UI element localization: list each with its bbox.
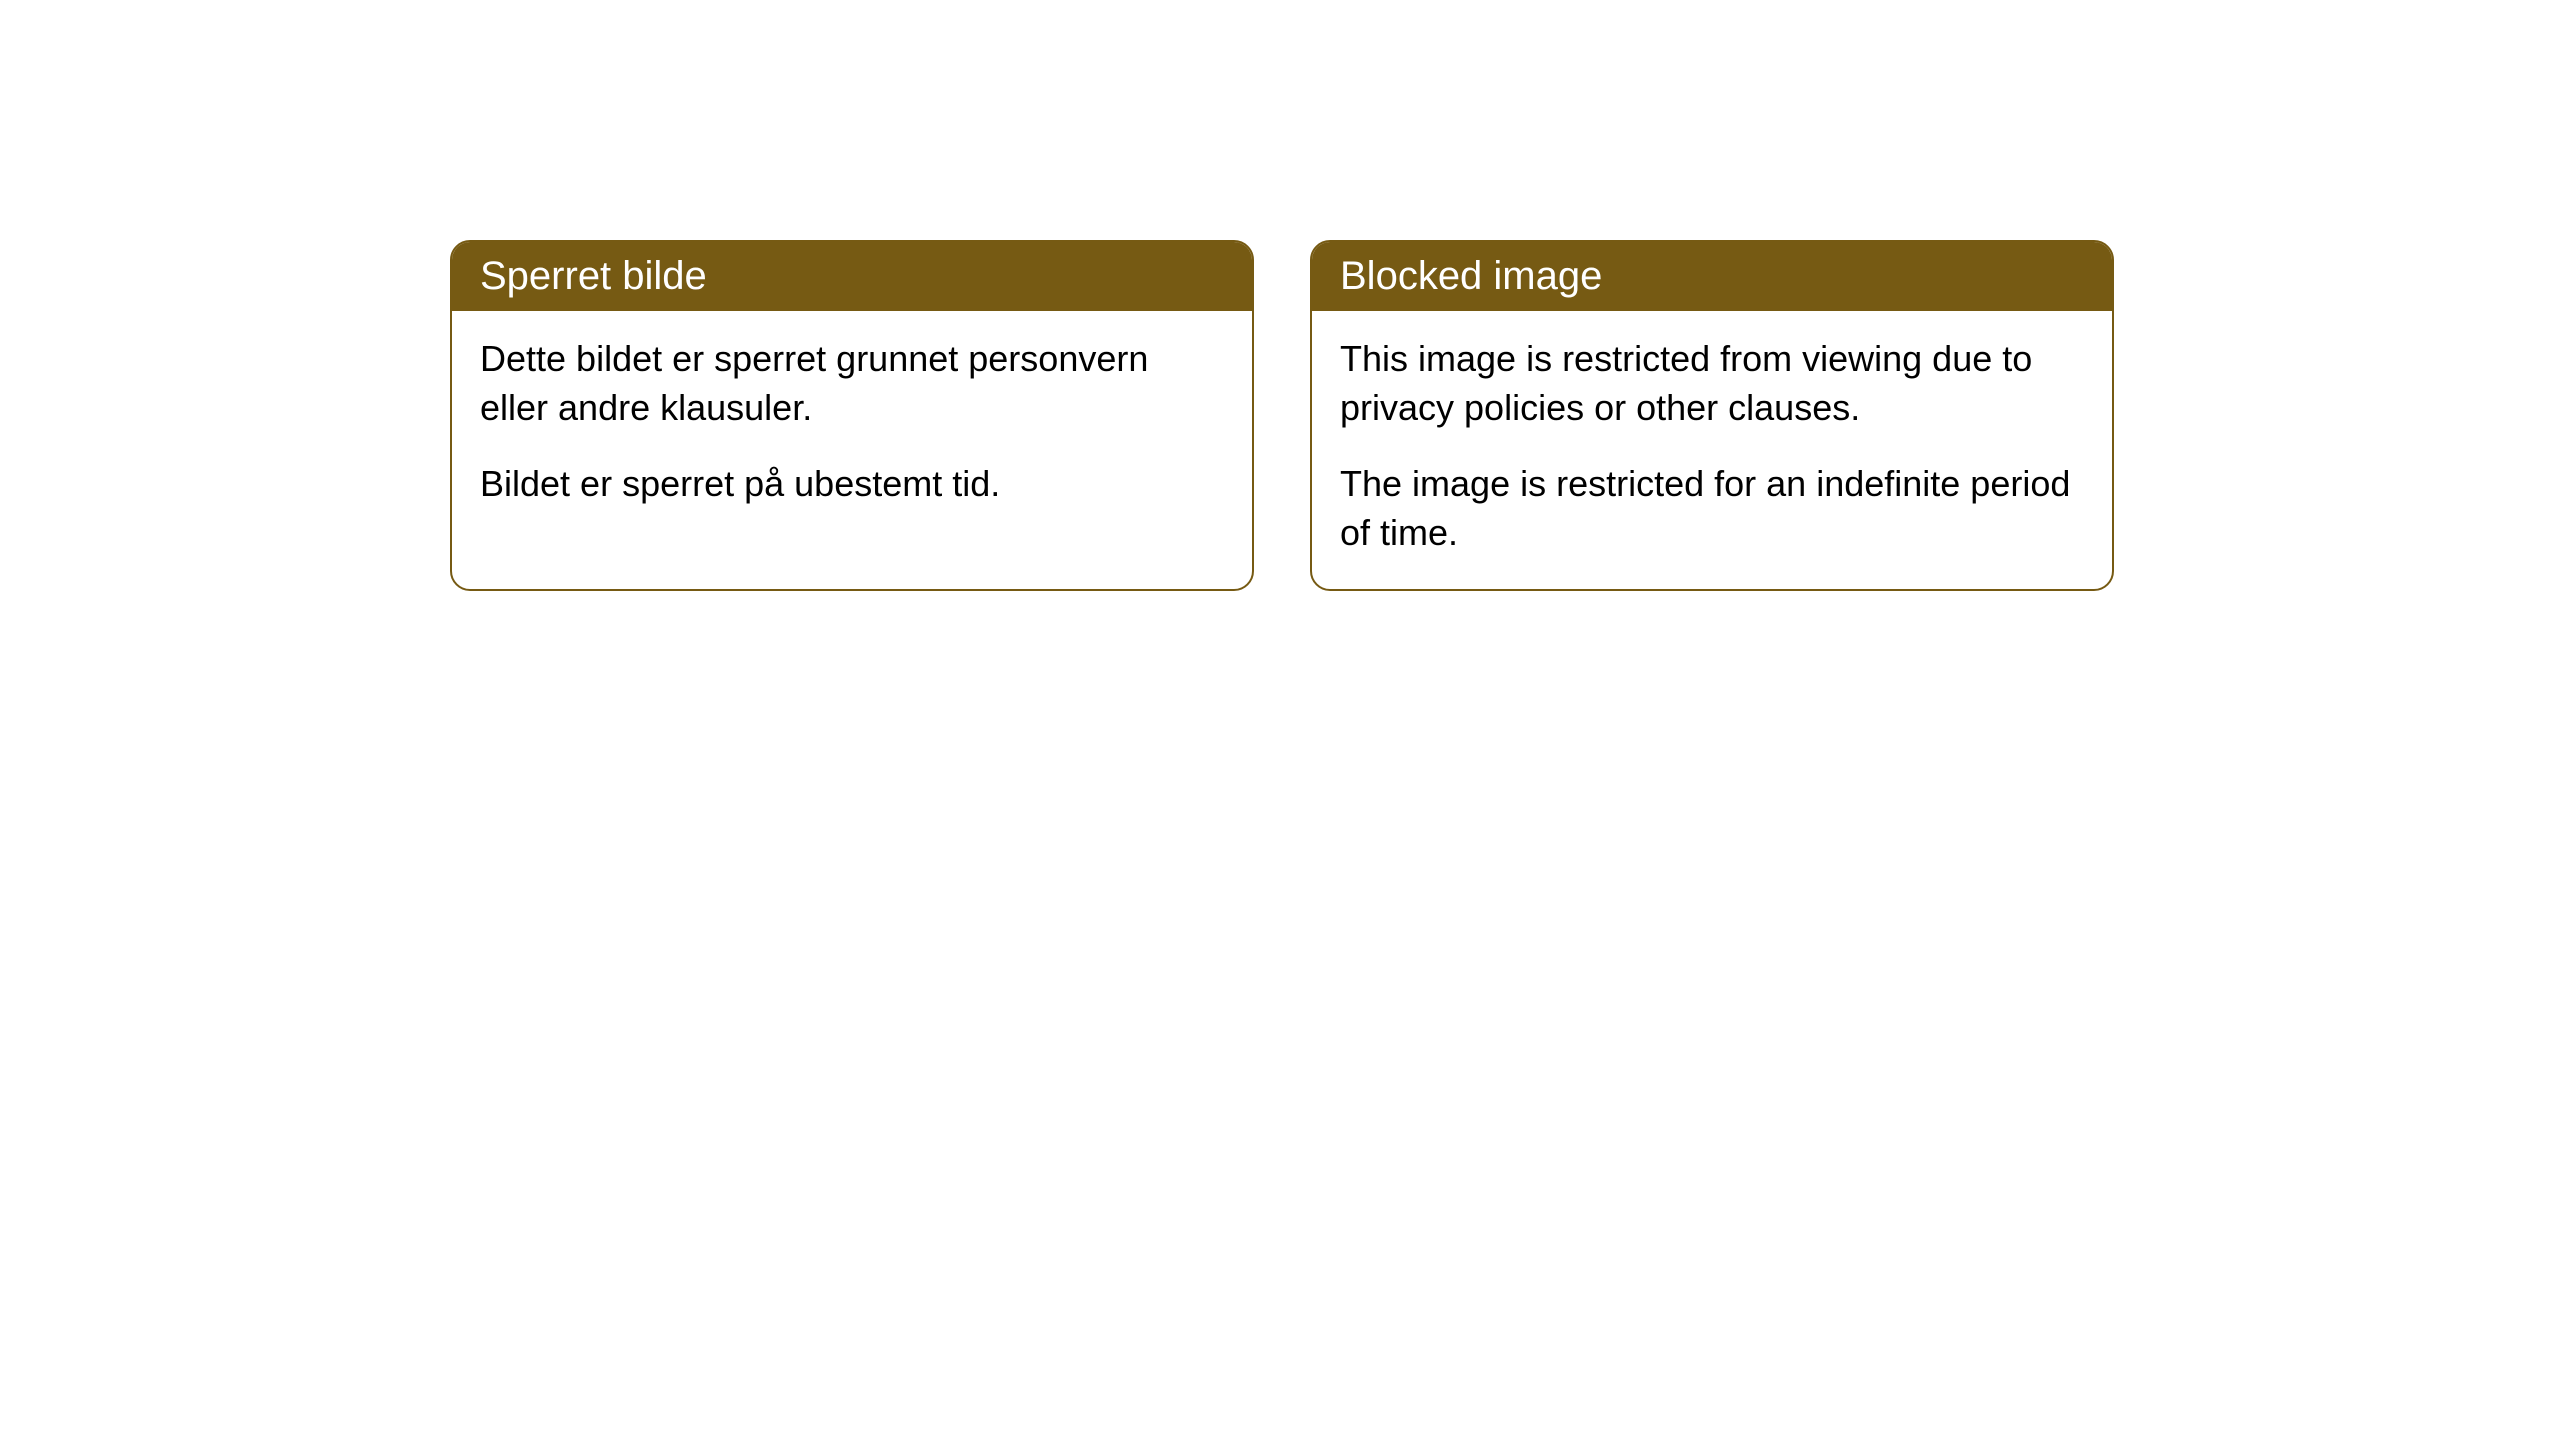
card-header-norwegian: Sperret bilde (452, 242, 1252, 311)
card-body-norwegian: Dette bildet er sperret grunnet personve… (452, 311, 1252, 541)
card-norwegian: Sperret bilde Dette bildet er sperret gr… (450, 240, 1254, 591)
card-paragraph-2-english: The image is restricted for an indefinit… (1340, 460, 2084, 557)
card-body-english: This image is restricted from viewing du… (1312, 311, 2112, 589)
card-title-english: Blocked image (1340, 254, 1602, 298)
card-header-english: Blocked image (1312, 242, 2112, 311)
cards-container: Sperret bilde Dette bildet er sperret gr… (450, 240, 2560, 591)
card-english: Blocked image This image is restricted f… (1310, 240, 2114, 591)
card-title-norwegian: Sperret bilde (480, 254, 707, 298)
card-paragraph-1-norwegian: Dette bildet er sperret grunnet personve… (480, 335, 1224, 432)
card-paragraph-1-english: This image is restricted from viewing du… (1340, 335, 2084, 432)
card-paragraph-2-norwegian: Bildet er sperret på ubestemt tid. (480, 460, 1224, 509)
